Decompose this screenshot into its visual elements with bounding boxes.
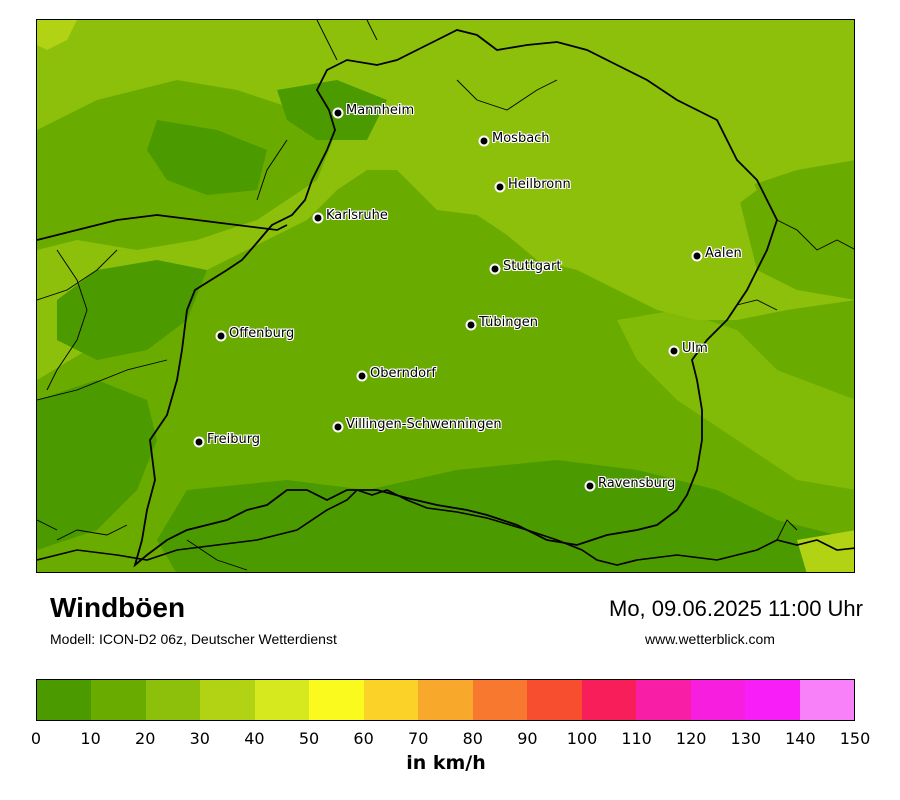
legend-swatch	[363, 680, 419, 720]
legend-swatch	[799, 680, 855, 720]
city-dot	[668, 345, 680, 357]
city-label: Mosbach	[492, 131, 550, 146]
mid-wind-zone	[37, 170, 854, 572]
legend-swatch	[145, 680, 201, 720]
map-title: Windböen	[50, 592, 186, 623]
city-dot	[332, 421, 344, 433]
city-label: Mannheim	[346, 103, 415, 118]
legend-tick-label: 30	[189, 729, 210, 748]
legend-swatch	[309, 680, 364, 720]
mid-wind-zone-east	[737, 160, 854, 300]
city-label: Ravensburg	[598, 476, 676, 491]
light-wind-zone-north	[417, 50, 757, 230]
legend-swatch	[745, 680, 800, 720]
legend-tick-label: 150	[839, 729, 871, 748]
legend-swatch	[690, 680, 746, 720]
state-border	[133, 29, 778, 568]
legend-swatch	[200, 680, 255, 720]
city-label: Oberndorf	[370, 366, 436, 381]
regional-border-east	[736, 219, 854, 541]
legend-tick-label: 60	[353, 729, 374, 748]
city-dot	[193, 436, 205, 448]
dark-wind-zone-north	[147, 120, 267, 195]
city-dot	[478, 135, 490, 147]
regional-border-south	[37, 519, 248, 571]
forecast-datetime: Mo, 09.06.2025 11:00 Uhr	[609, 596, 863, 621]
legend-swatch	[418, 680, 473, 720]
legend-unit: in km/h	[406, 752, 486, 774]
city-label: Ulm	[682, 341, 708, 356]
legend-swatch	[472, 680, 528, 720]
city-label: Villingen-Schwenningen	[346, 417, 502, 432]
city-dot	[691, 250, 703, 262]
city-dot	[489, 263, 501, 275]
legend-tick-label: 50	[298, 729, 320, 748]
city-dot	[215, 330, 227, 342]
city-label: Stuttgart	[503, 259, 562, 274]
wind-gust-map: Mannheim Mosbach Heilbronn Karlsruhe Stu…	[36, 19, 855, 573]
city-label: Heilbronn	[508, 177, 571, 192]
legend-swatch	[91, 680, 146, 720]
city-dot	[356, 370, 368, 382]
website-link[interactable]: www.wetterblick.com	[645, 631, 775, 647]
city-dot	[332, 107, 344, 119]
legend-swatch	[527, 680, 582, 720]
dark-wind-zone-south	[157, 460, 854, 572]
regional-border-north	[256, 20, 558, 201]
legend-tick-label: 140	[785, 729, 816, 748]
dark-wind-zone-rhine	[57, 260, 207, 360]
legend-tick-label: 130	[730, 729, 762, 748]
country-border-switzerland	[37, 489, 854, 566]
city-label: Tübingen	[479, 315, 538, 330]
legend-tick-label: 100	[566, 729, 598, 748]
legend-tick-label: 0	[30, 729, 42, 748]
legend-swatch	[37, 680, 92, 720]
legend-tick-label: 70	[408, 729, 429, 748]
legend-tick-label: 80	[462, 729, 483, 748]
legend-tick-label: 110	[621, 729, 652, 748]
city-dot	[312, 212, 324, 224]
dark-wind-zone-southwest	[37, 380, 157, 550]
country-border-france	[37, 214, 288, 241]
city-dot	[465, 319, 477, 331]
legend-tick-label: 120	[675, 729, 707, 748]
legend-swatch	[581, 680, 637, 720]
map-canvas	[37, 20, 854, 572]
city-label: Freiburg	[207, 432, 261, 447]
legend-tick-label: 20	[135, 729, 156, 748]
city-dot	[494, 181, 506, 193]
model-source: Modell: ICON-D2 06z, Deutscher Wetterdie…	[50, 631, 337, 647]
city-label: Karlsruhe	[326, 208, 388, 223]
legend-swatch	[636, 680, 691, 720]
regional-border-west	[37, 249, 168, 401]
city-label: Offenburg	[229, 326, 295, 341]
dark-wind-zone-odenwald	[277, 80, 387, 140]
color-scale-legend	[36, 679, 855, 721]
city-dot	[584, 480, 596, 492]
legend-tick-label: 90	[517, 729, 538, 748]
legend-swatch	[254, 680, 310, 720]
city-label: Aalen	[705, 246, 742, 261]
yellow-wind-patch	[37, 20, 77, 50]
legend-tick-label: 40	[244, 729, 265, 748]
legend-tick-label: 10	[80, 729, 101, 748]
